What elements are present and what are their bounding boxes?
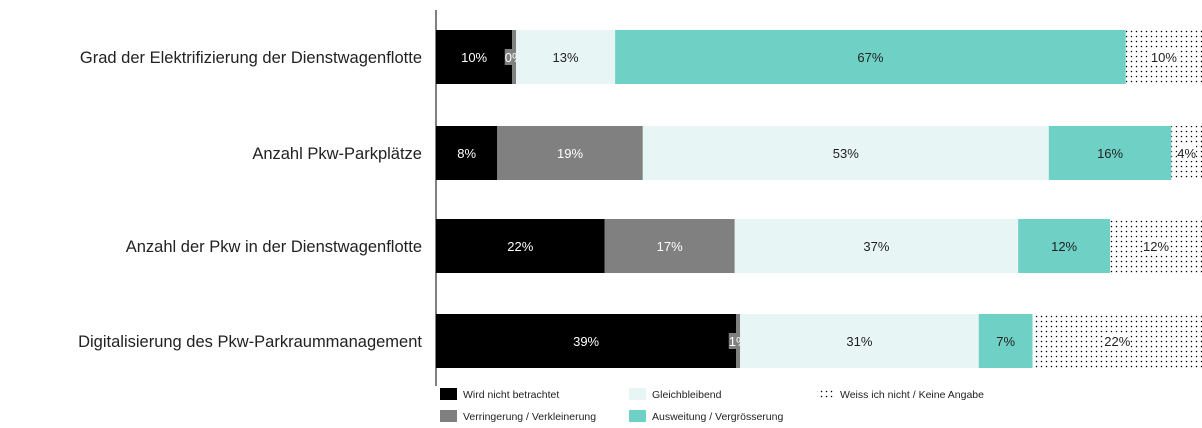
category-label: Grad der Elektrifizierung der Dienstwage… [80,49,422,67]
legend-label: Weiss ich nicht / Keine Angabe [840,389,984,401]
bar-segment [1048,126,1172,180]
bar-segment [978,314,1033,368]
data-label-background [1150,49,1177,65]
legend: Wird nicht betrachtet Gleichbleibend Weiss… [440,388,984,423]
data-label-background [1142,238,1170,254]
data-label: 10% [461,50,487,65]
data-label: 19% [557,146,583,161]
data-label: 12% [1143,239,1169,254]
legend-swatch [629,388,646,400]
bar-segment [740,314,979,368]
data-label: 37% [863,239,889,254]
data-label: 17% [657,239,683,254]
category-label: Anzahl Pkw-Parkplätze [252,145,422,163]
data-label: 39% [573,334,599,349]
data-label: 7% [996,334,1015,349]
legend-label: Verringerung / Verkleinerung [463,411,596,423]
category-label: Anzahl der Pkw in der Dienstwagenflotte [126,238,422,256]
bar-segment [436,219,605,273]
data-label: 10% [1151,50,1177,65]
bar-segment [436,30,513,84]
bars-layer: 10% 0% 13% 67% 10%8% 19% 53% 16% 4%22% 17% 37% 12% 1… [436,30,1202,368]
bar-segment [615,30,1126,84]
legend-swatch [440,388,457,400]
legend-swatch [817,388,834,400]
data-label: 16% [1097,146,1123,161]
data-label: 67% [857,50,883,65]
data-label: 13% [553,50,579,65]
bar-segment [436,126,498,180]
bar-segment [516,30,616,84]
data-label-background [1177,145,1197,161]
category-label: Digitalisierung des Pkw-Parkraummanageme… [78,333,422,351]
legend-label: Gleichbleibend [652,389,722,401]
bar-segment [642,126,1049,180]
data-label: 22% [507,239,533,254]
bar-segment [436,314,737,368]
data-label: 4% [1177,146,1196,161]
bar-segment [1018,219,1111,273]
data-label-background [1104,333,1131,349]
category-labels: Grad der Elektrifizierung der Dienstwage… [78,49,422,351]
bar-segment [604,219,735,273]
data-label: 12% [1051,239,1077,254]
data-label: 22% [1104,334,1130,349]
bar-segment [497,126,643,180]
legend-swatch [440,410,457,422]
data-label: 8% [457,146,476,161]
data-label: 53% [833,146,859,161]
data-label: 31% [846,334,872,349]
bar-segment [734,219,1019,273]
legend-label: Wird nicht betrachtet [463,389,559,401]
legend-swatch [629,410,646,422]
legend-label: Ausweitung / Vergrösserung [652,411,783,423]
